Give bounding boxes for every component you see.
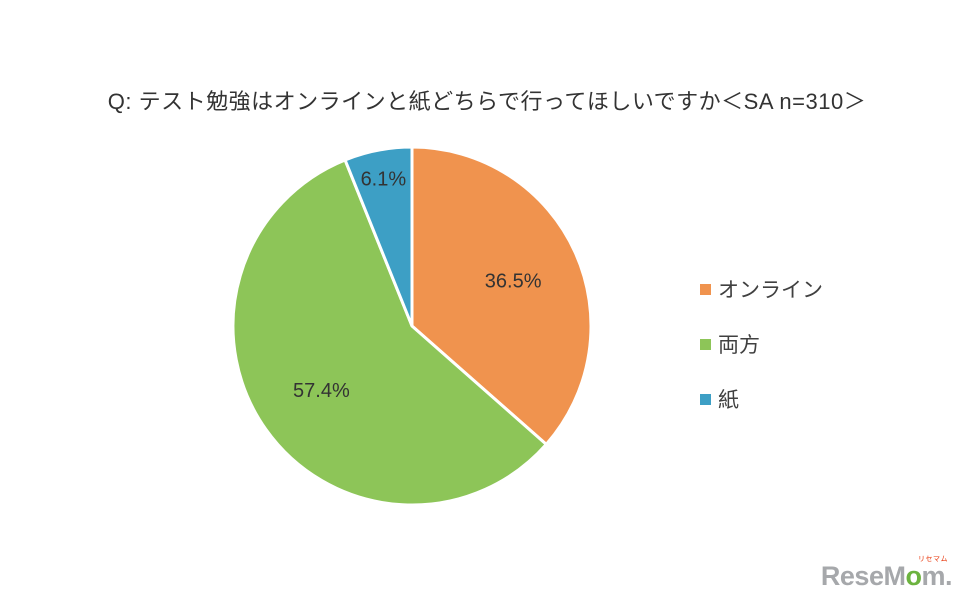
- logo-ruby-text: リセマム: [918, 556, 948, 563]
- legend-swatch-online: [700, 283, 711, 295]
- legend-label-paper: 紙: [718, 389, 739, 412]
- pie-slice-0: [410, 145, 593, 446]
- chart-title: Q: テスト勉強はオンラインと紙どちらで行ってほしいですか＜SA n=310＞: [107, 89, 867, 114]
- chart-legend: オンライン 両方 紙: [700, 276, 823, 441]
- legend-item-both: 両方: [700, 331, 823, 357]
- legend-label-both: 両方: [718, 334, 760, 357]
- pie-data-label-1: 57.4%: [293, 380, 350, 402]
- legend-item-paper: 紙: [700, 386, 823, 412]
- legend-label-online: オンライン: [718, 279, 823, 302]
- pie-data-label-0: 36.5%: [485, 270, 542, 292]
- legend-swatch-paper: [700, 393, 711, 405]
- pie-chart: 36.5% 57.4% 6.1%: [231, 145, 593, 507]
- logo-text-prefix: ReseM: [820, 561, 906, 591]
- legend-swatch-both: [700, 338, 711, 350]
- logo-text-suffix: m: [921, 561, 945, 591]
- logo-text-o: o: [905, 561, 922, 591]
- pie-data-label-2: 6.1%: [361, 168, 407, 190]
- logo-dot: .: [944, 561, 953, 591]
- pie-slice-1: [231, 158, 548, 507]
- pie-slice-2: [343, 145, 414, 328]
- legend-item-online: オンライン: [700, 276, 823, 302]
- resemom-logo: リセマム ReseMom.: [820, 556, 953, 591]
